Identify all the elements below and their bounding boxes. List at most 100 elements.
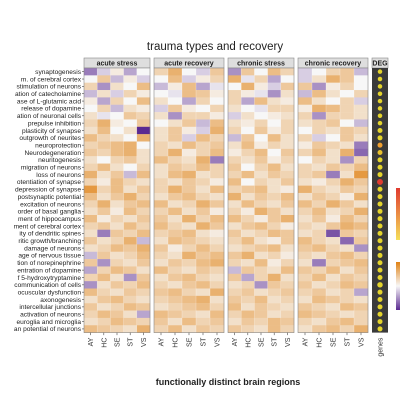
heatmap-cell bbox=[228, 237, 242, 245]
heatmap-cell bbox=[312, 317, 327, 326]
heatmap-cell bbox=[136, 273, 151, 282]
heatmap-cell bbox=[267, 244, 281, 252]
heatmap-cell bbox=[136, 170, 151, 179]
heatmap-cell bbox=[354, 119, 369, 127]
heatmap-cell bbox=[154, 68, 169, 76]
heatmap-cell bbox=[267, 200, 281, 208]
heatmap-cell bbox=[298, 90, 313, 98]
heatmap-cell bbox=[168, 134, 183, 142]
heatmap-cell bbox=[154, 303, 169, 311]
heatmap-cell bbox=[326, 126, 341, 135]
heatmap-cell bbox=[326, 244, 341, 252]
heatmap-cell bbox=[196, 163, 211, 172]
heatmap-cell bbox=[354, 134, 369, 142]
heatmap-cell bbox=[196, 259, 211, 267]
row-label: euroglia and microglia bbox=[16, 319, 81, 326]
heatmap-cell bbox=[84, 266, 98, 274]
x-tick-label: ST bbox=[345, 337, 352, 347]
heatmap-cell bbox=[210, 317, 225, 326]
heatmap-cell bbox=[97, 82, 111, 91]
heatmap-cell bbox=[340, 82, 355, 91]
heatmap-cell bbox=[298, 126, 313, 135]
heatmap-cell bbox=[182, 119, 197, 127]
row-label: age of nervous tissue bbox=[18, 253, 81, 260]
heatmap-cell bbox=[97, 185, 111, 194]
row-label: ity of dendritic spines bbox=[19, 231, 81, 238]
heatmap-cell bbox=[298, 104, 313, 113]
row-label: depression of synapse bbox=[15, 187, 81, 194]
heatmap-cell bbox=[228, 288, 242, 297]
heatmap-cell bbox=[123, 317, 137, 326]
heatmap-cell bbox=[168, 237, 183, 245]
heatmap-cell bbox=[280, 325, 295, 333]
heatmap-cell bbox=[84, 126, 98, 135]
heatmap-cell bbox=[168, 281, 183, 289]
deg-marker bbox=[377, 274, 383, 280]
heatmap-cell bbox=[154, 185, 169, 194]
heatmap-cell bbox=[312, 163, 327, 172]
heatmap-cell bbox=[210, 207, 225, 216]
x-tick-label: VS bbox=[359, 337, 366, 347]
heatmap-cell bbox=[228, 112, 242, 120]
heatmap-cell bbox=[298, 112, 313, 120]
row-label: outgrowth of neurites bbox=[19, 135, 81, 142]
heatmap-cell bbox=[182, 295, 197, 304]
heatmap-cell bbox=[340, 112, 355, 120]
heatmap-cell bbox=[354, 200, 369, 208]
heatmap-cell bbox=[254, 148, 268, 157]
heatmap-cell bbox=[210, 134, 225, 142]
heatmap-cell bbox=[312, 97, 327, 105]
heatmap-cell bbox=[210, 156, 225, 164]
heatmap-cell bbox=[97, 244, 111, 252]
heatmap-cell bbox=[97, 112, 111, 120]
deg-marker bbox=[377, 172, 383, 178]
heatmap-cell bbox=[280, 178, 295, 186]
heatmap-cell bbox=[97, 97, 111, 105]
heatmap-cell bbox=[280, 266, 295, 274]
heatmap-cell bbox=[210, 97, 225, 105]
heatmap-cell bbox=[84, 119, 98, 127]
heatmap-cell bbox=[123, 178, 137, 186]
heatmap-cell bbox=[298, 82, 313, 91]
heatmap-cell bbox=[110, 317, 124, 326]
heatmap-cell bbox=[97, 126, 111, 135]
heatmap-cell bbox=[340, 222, 355, 230]
heatmap-cell bbox=[340, 281, 355, 289]
heatmap-cell bbox=[168, 156, 183, 164]
heatmap-cell bbox=[241, 141, 255, 150]
heatmap-cell bbox=[136, 148, 151, 157]
heatmap-cell bbox=[97, 215, 111, 223]
heatmap-cell bbox=[280, 281, 295, 289]
heatmap-cell bbox=[123, 325, 137, 333]
heatmap-cell bbox=[354, 273, 369, 282]
heatmap-cell bbox=[154, 207, 169, 216]
heatmap-cell bbox=[254, 281, 268, 289]
heatmap-cell bbox=[298, 156, 313, 164]
heatmap-cell bbox=[267, 148, 281, 157]
heatmap-cell bbox=[210, 170, 225, 179]
heatmap-cell bbox=[182, 97, 197, 105]
deg-marker bbox=[377, 216, 383, 222]
heatmap-cell bbox=[136, 112, 151, 120]
heatmap-cell bbox=[241, 104, 255, 113]
heatmap-cell bbox=[340, 237, 355, 245]
heatmap-cell bbox=[84, 244, 98, 252]
heatmap-cell bbox=[254, 200, 268, 208]
row-label: ation of catecholamine bbox=[15, 91, 81, 98]
heatmap-cell bbox=[136, 90, 151, 98]
heatmap-cell bbox=[340, 163, 355, 172]
heatmap-cell bbox=[298, 75, 313, 83]
heatmap-cell bbox=[136, 288, 151, 297]
heatmap-cell bbox=[154, 156, 169, 164]
heatmap-cell bbox=[136, 251, 151, 260]
heatmap-cell bbox=[84, 90, 98, 98]
heatmap-cell bbox=[254, 112, 268, 120]
heatmap-cell bbox=[312, 266, 327, 274]
heatmap-cell bbox=[123, 244, 137, 252]
row-label: ment of hippocampus bbox=[18, 216, 82, 223]
heatmap-cell bbox=[196, 97, 211, 105]
heatmap-cell bbox=[123, 112, 137, 120]
heatmap-cell bbox=[354, 207, 369, 216]
heatmap-cell bbox=[196, 148, 211, 157]
heatmap-cell bbox=[280, 259, 295, 267]
